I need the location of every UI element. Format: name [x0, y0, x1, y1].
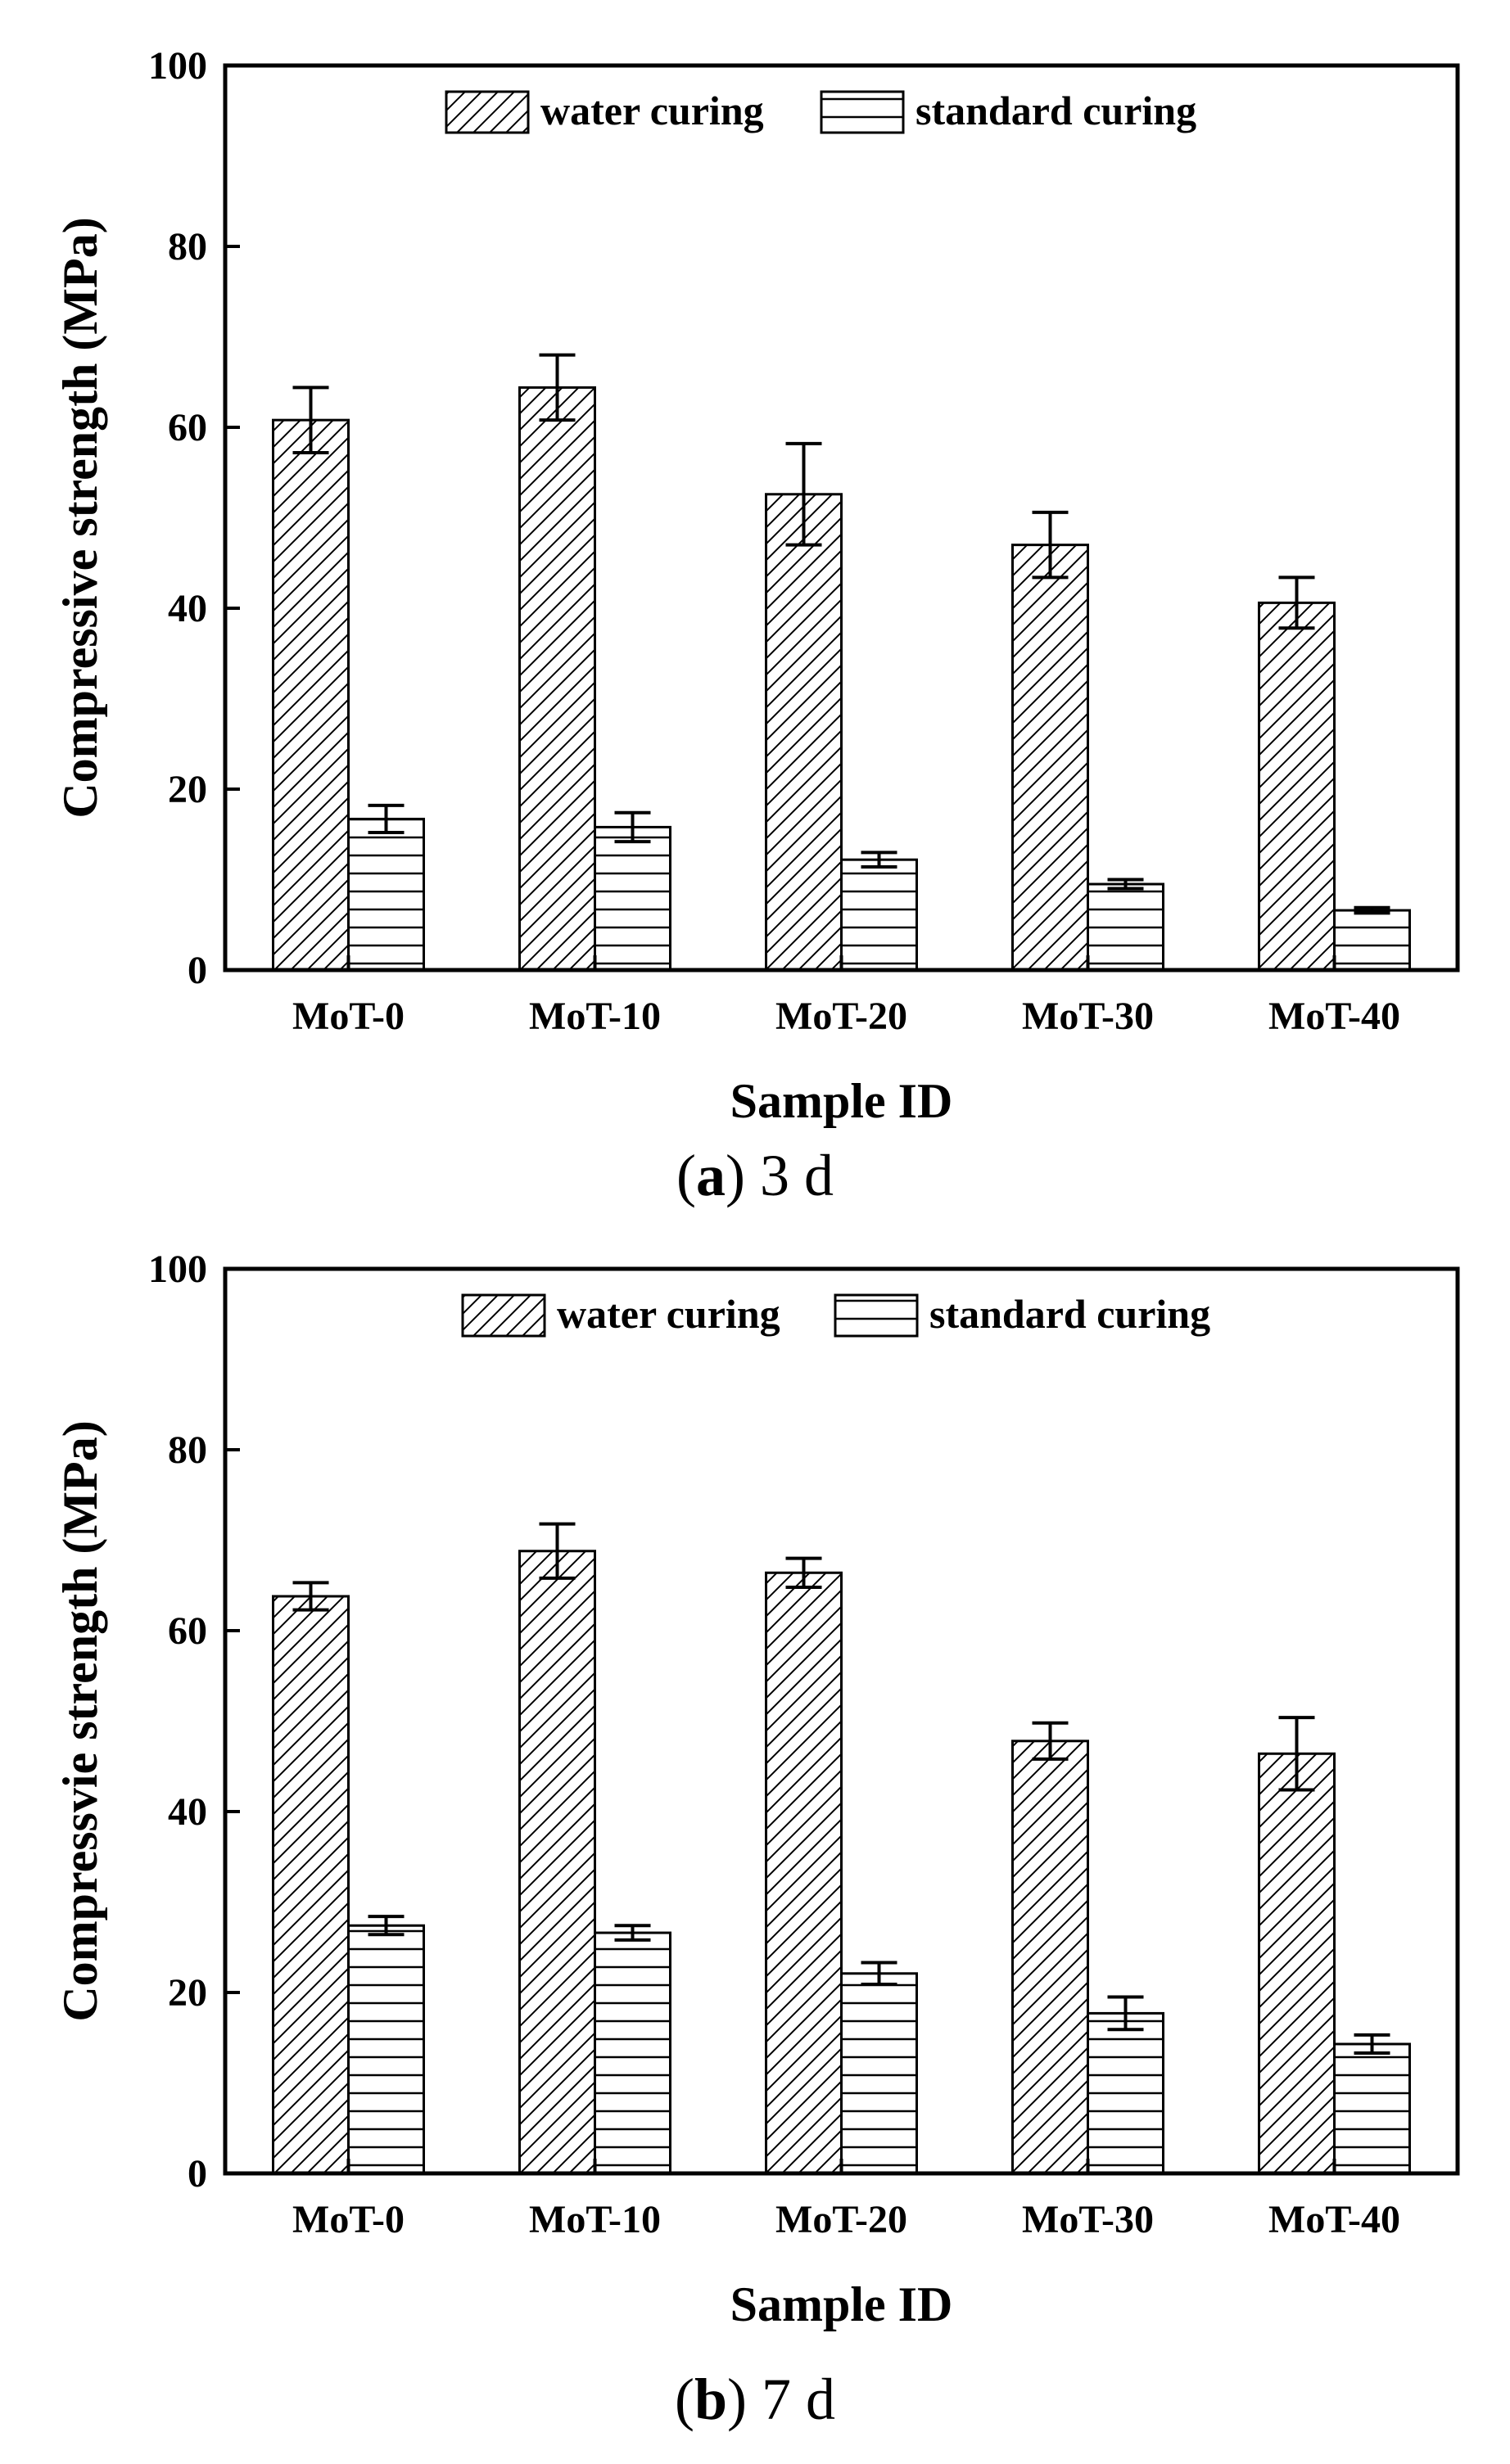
legend-swatch-standard	[820, 90, 905, 134]
y-tick-label: 100	[148, 44, 207, 88]
error-bar	[1032, 1721, 1069, 1761]
caption-a: (a) 3 d	[676, 1143, 834, 1208]
error-bar	[1354, 2033, 1390, 2056]
y-tick-label: 100	[148, 1248, 207, 1291]
error-bar	[292, 1581, 329, 1612]
chart-b-svg: 0 20 40 60 80 100 MoT-0 MoT-10 MoT-20 MoT-30 MoT-4…	[53, 1248, 1460, 2331]
legend: water curing standard curing	[445, 88, 1196, 134]
y-tick-label: 40	[168, 1790, 207, 1834]
legend-swatch-water	[461, 1293, 546, 1338]
caption-b: (b) 7 d	[674, 2367, 835, 2432]
error-bar	[539, 1522, 576, 1580]
standard-curing-bar	[1087, 2011, 1164, 2175]
x-axis-title: Sample ID	[730, 2277, 953, 2331]
legend-swatch-water	[445, 90, 530, 134]
legend-label-water: water curing	[557, 1291, 780, 1337]
error-bar	[1107, 1995, 1144, 2032]
x-tick-label: MoT-40	[1268, 995, 1400, 1038]
chart-a-svg: 0 20 40 60 80 100 MoT-0 MoT-10 MoT-20 MoT-30 MoT-4…	[53, 44, 1460, 1128]
standard-curing-bar	[347, 1924, 425, 2175]
legend-swatch-standard	[834, 1293, 919, 1338]
x-tick-label: MoT-10	[529, 2198, 661, 2241]
standard-curing-bar	[347, 817, 425, 972]
standard-curing-bar	[1087, 882, 1164, 972]
water-curing-bar	[765, 493, 843, 972]
standard-curing-bar	[1333, 909, 1411, 972]
y-tick-label: 80	[168, 225, 207, 269]
water-curing-bar	[518, 1550, 596, 2175]
x-tick-label: MoT-0	[292, 995, 405, 1038]
chart-panel-b: 0 20 40 60 80 100 MoT-0 MoT-10 MoT-20 MoT-30 MoT-4…	[0, 1220, 1510, 2464]
y-tick-label: 20	[168, 1971, 207, 2015]
error-bar	[785, 441, 822, 547]
standard-curing-bar	[840, 858, 918, 972]
error-bar	[1107, 878, 1144, 891]
error-bar	[1278, 575, 1315, 630]
error-bar	[539, 353, 576, 422]
standard-curing-bar	[594, 1931, 671, 2175]
error-bar	[1354, 905, 1390, 915]
legend-label-water: water curing	[540, 88, 764, 133]
water-curing-bar	[518, 386, 596, 972]
y-tick-label: 80	[168, 1428, 207, 1472]
water-curing-bar	[1258, 1752, 1336, 2175]
water-curing-bar	[765, 1571, 843, 2175]
y-tick-label: 60	[168, 1609, 207, 1653]
x-tick-label: MoT-20	[775, 2198, 907, 2241]
standard-curing-bar	[840, 1972, 918, 2175]
water-curing-bar	[272, 418, 350, 972]
x-tick-label: MoT-0	[292, 2198, 405, 2241]
error-bar	[292, 386, 329, 454]
y-tick-label: 60	[168, 406, 207, 449]
error-bar	[1032, 510, 1069, 580]
error-bar	[1278, 1716, 1315, 1792]
standard-curing-bar	[1333, 2042, 1411, 2175]
x-tick-label: MoT-10	[529, 995, 661, 1038]
y-axis-title: Compressvie strength (MPa)	[53, 1420, 107, 2021]
x-tick-label: MoT-20	[775, 995, 907, 1038]
error-bar	[861, 851, 897, 869]
error-bar	[368, 803, 405, 835]
y-tick-label: 0	[188, 949, 207, 992]
error-bar	[614, 1924, 651, 1942]
water-curing-bar	[1011, 544, 1089, 972]
standard-curing-bar	[594, 825, 671, 972]
legend: water curing standard curing	[461, 1291, 1210, 1338]
y-axis-title: Compressive strength (MPa)	[53, 217, 107, 818]
error-bar	[861, 1961, 897, 1987]
legend-label-standard: standard curing	[915, 88, 1196, 133]
error-bar	[368, 1915, 405, 1937]
water-curing-bar	[1011, 1740, 1089, 2175]
x-axis-title: Sample ID	[730, 1074, 953, 1128]
plot-frame	[223, 1266, 1460, 2176]
legend-label-standard: standard curing	[929, 1291, 1210, 1337]
x-tick-label: MoT-30	[1022, 2198, 1154, 2241]
y-tick-label: 0	[188, 2152, 207, 2195]
error-bar	[785, 1556, 822, 1589]
plot-frame	[223, 63, 1460, 973]
x-tick-label: MoT-30	[1022, 995, 1154, 1038]
water-curing-bar	[272, 1595, 350, 2175]
y-tick-label: 40	[168, 587, 207, 630]
error-bar	[614, 810, 651, 844]
y-tick-label: 20	[168, 768, 207, 811]
x-tick-label: MoT-40	[1268, 2198, 1400, 2241]
chart-panel-a: 0 20 40 60 80 100 MoT-0 MoT-10 MoT-20 MoT-30 MoT-4…	[0, 0, 1510, 1220]
water-curing-bar	[1258, 601, 1336, 972]
